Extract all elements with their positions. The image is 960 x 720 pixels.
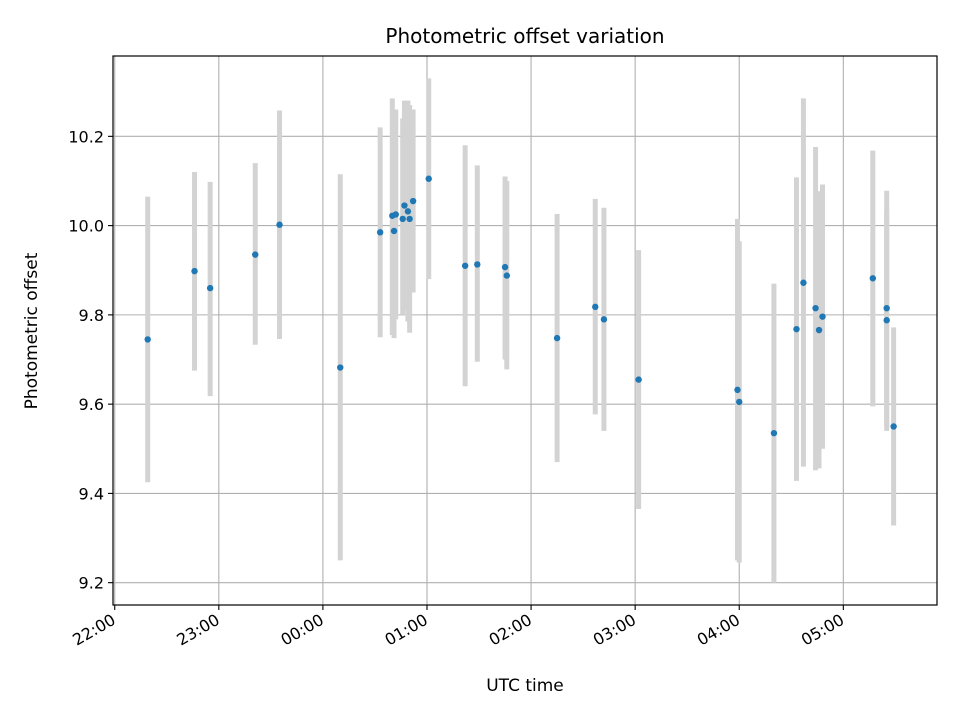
y-tick-label: 9.2 (79, 574, 104, 593)
data-point (404, 208, 412, 215)
grid-lines (113, 56, 937, 605)
data-point (812, 304, 819, 312)
data-point (276, 221, 283, 228)
y-axis-ticks: 9.2 9.4 9.6 9.8 10.0 10.2 (68, 127, 113, 593)
data-points (144, 175, 897, 437)
data-point (883, 304, 890, 312)
chart-title: Photometric offset variation (385, 24, 664, 48)
y-tick-label: 10.0 (68, 217, 104, 236)
data-point (890, 423, 897, 430)
data-point (793, 325, 800, 333)
data-point (635, 376, 642, 383)
data-point (734, 386, 741, 394)
y-tick-label: 9.6 (79, 395, 104, 414)
y-tick-label: 9.4 (79, 484, 104, 503)
data-point (503, 272, 510, 279)
data-point (869, 275, 877, 282)
data-point (401, 202, 408, 209)
data-point (592, 303, 599, 311)
data-point (501, 263, 509, 271)
data-point (409, 197, 417, 205)
plot-frame (112, 55, 938, 606)
data-point (736, 398, 743, 406)
data-point (252, 251, 259, 258)
data-point (474, 261, 481, 268)
x-axis-label: UTC time (486, 676, 564, 696)
data-point (800, 279, 807, 286)
data-point (406, 215, 413, 223)
data-point (206, 284, 214, 292)
y-tick-label: 9.8 (79, 306, 104, 325)
data-point (815, 326, 823, 334)
data-point (819, 313, 826, 320)
data-point (600, 316, 608, 323)
y-tick-label: 10.2 (68, 127, 104, 146)
data-point (337, 364, 344, 371)
data-point (144, 336, 151, 343)
data-point (392, 211, 399, 218)
data-point (399, 215, 406, 223)
data-point (770, 429, 778, 437)
data-point (191, 267, 198, 275)
data-point (461, 262, 469, 269)
y-axis-label: Photometric offset (22, 252, 42, 409)
data-point (425, 175, 432, 182)
data-point (553, 334, 561, 342)
data-point (390, 227, 398, 235)
data-point (883, 317, 890, 324)
data-point (376, 229, 384, 236)
